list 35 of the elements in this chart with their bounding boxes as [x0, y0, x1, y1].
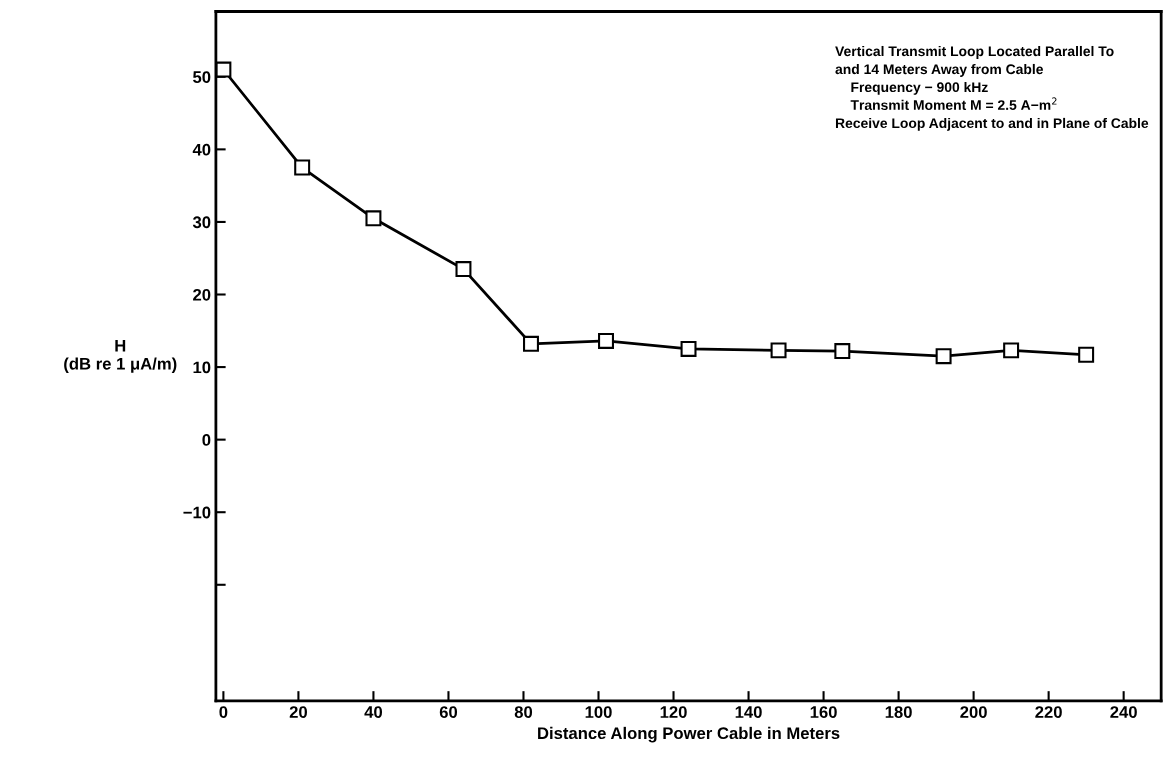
point [523, 335, 539, 352]
point [294, 159, 311, 176]
text: Vertical Transmit Loop Located Parallel To and 14 Meters Away from Cable Frequency − 900 kHz Transmit Moment M = 2.5 A−m$^{2}$ Receive Loop Adjacent to and in Plane of Cable [835, 45, 1149, 131]
x-tick-label: 180 [885, 706, 912, 718]
point [935, 348, 952, 365]
x-tick-label: 140 [735, 706, 762, 718]
x-tick-label: 120 [660, 706, 687, 718]
point [598, 332, 614, 349]
point [455, 261, 472, 278]
x-tick-label: 80 [514, 706, 533, 718]
point [215, 61, 232, 78]
point [834, 343, 851, 360]
point [1078, 346, 1095, 363]
x-tick-label: 220 [1035, 706, 1062, 718]
x-axis-title: Distance Along Power Cable in Meters [538, 726, 840, 743]
y-tick-label: −10 [183, 506, 211, 519]
y-tick-label: 0 [202, 434, 211, 446]
y-axis-title: H (dB re 1 μA/m) [64, 340, 177, 373]
point [680, 340, 697, 357]
x-tick-label: 20 [289, 706, 308, 718]
x-tick-label: 160 [810, 706, 837, 718]
x-tick-label: 60 [439, 706, 458, 718]
y-tick-label: 50 [193, 71, 211, 83]
y-tick-label: 30 [192, 216, 211, 229]
x-tick-label: 0 [219, 706, 228, 718]
point [1003, 342, 1020, 359]
point [365, 210, 382, 227]
point [770, 342, 787, 359]
x-tick-label: 40 [364, 706, 383, 718]
y-tick-label: 40 [192, 143, 211, 156]
y-tick-label: 10 [193, 361, 211, 374]
y-tick-label: 20 [193, 288, 211, 301]
x-tick-label: 200 [960, 706, 987, 718]
x-tick-label: 100 [585, 706, 612, 718]
x-tick-label: 240 [1110, 706, 1137, 718]
